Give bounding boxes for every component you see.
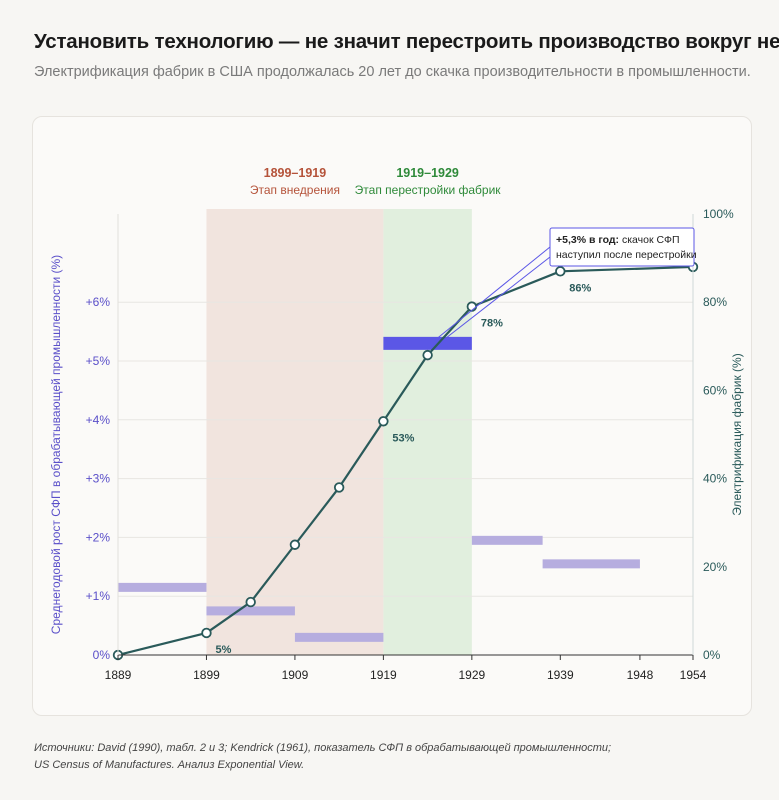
right-tick-label: 40% <box>703 472 727 486</box>
phase-label-1: Этап внедрения <box>250 183 340 197</box>
electrification-point <box>422 349 433 361</box>
electrification-point <box>555 266 566 277</box>
tfp-bar <box>542 559 640 569</box>
electrification-point <box>333 482 345 493</box>
x-tick-label: 1954 <box>680 668 707 682</box>
tfp-bar <box>206 606 295 616</box>
callout-bold: +5,3% в год: <box>556 234 619 246</box>
phase-years-1: 1899–1919 <box>264 166 327 180</box>
left-tick-label: +5% <box>86 354 111 368</box>
callout-connector <box>446 256 551 338</box>
electrification-point <box>378 416 389 427</box>
x-tick-label: 1939 <box>547 668 574 682</box>
right-tick-label: 0% <box>703 648 721 662</box>
right-axis-title: Электрификация фабрик (%) <box>730 353 744 515</box>
right-tick-label: 60% <box>703 383 727 397</box>
electrification-line <box>117 265 694 657</box>
source-line-1: Источники: David (1990), табл. 2 и 3; Ke… <box>34 742 612 754</box>
tfp-bar <box>471 535 543 545</box>
left-tick-label: +2% <box>86 530 111 544</box>
data-label: 53% <box>392 432 414 444</box>
data-label: 5% <box>215 644 231 656</box>
callout-connector <box>438 246 551 338</box>
callout-box <box>549 227 695 267</box>
left-tick-label: 0% <box>93 648 111 662</box>
left-axis-title: Среднегодовой рост СФП в обрабатывающей … <box>49 255 63 634</box>
phase-years-2: 1919–1929 <box>396 166 459 180</box>
left-tick-label: +1% <box>86 589 111 603</box>
callout-text-line2: наступил после перестройки <box>556 249 697 261</box>
right-tick-label: 20% <box>703 560 727 574</box>
tfp-bar-highlight <box>383 336 472 350</box>
data-label: 78% <box>481 318 503 330</box>
page-title: Установить технологию — не значит перест… <box>34 30 779 53</box>
phase-band-1 <box>206 209 384 655</box>
x-tick-label: 1899 <box>193 668 220 682</box>
x-tick-label: 1948 <box>627 668 654 682</box>
electrification-point <box>245 596 256 608</box>
left-tick-label: +3% <box>86 472 111 486</box>
data-label: 86% <box>569 282 591 294</box>
left-tick-label: +6% <box>86 295 111 309</box>
callout-text-line1: +5,3% в год: скачок СФП <box>556 234 680 246</box>
x-tick-label: 1919 <box>370 668 397 682</box>
phase-band-2 <box>383 209 472 655</box>
electrification-point <box>289 539 301 550</box>
tfp-bar <box>294 632 384 642</box>
phase-label-2: Этап перестройки фабрик <box>355 183 502 197</box>
page-subtitle: Электрификация фабрик в США продолжалась… <box>34 64 751 80</box>
right-tick-label: 100% <box>703 207 734 221</box>
electrification-point <box>466 301 478 312</box>
callout-rest: скачок СФП <box>619 234 680 246</box>
x-tick-label: 1889 <box>105 668 132 682</box>
x-tick-label: 1909 <box>282 668 309 682</box>
electrification-point <box>201 627 212 639</box>
right-tick-label: 80% <box>703 295 727 309</box>
source-note: Источники: David (1990), табл. 2 и 3; Ke… <box>34 740 754 774</box>
x-tick-label: 1929 <box>458 668 485 682</box>
source-line-2: US Census of Manufactures. Анализ Expone… <box>34 759 305 771</box>
tfp-bar <box>118 582 207 592</box>
left-tick-label: +4% <box>86 413 111 427</box>
